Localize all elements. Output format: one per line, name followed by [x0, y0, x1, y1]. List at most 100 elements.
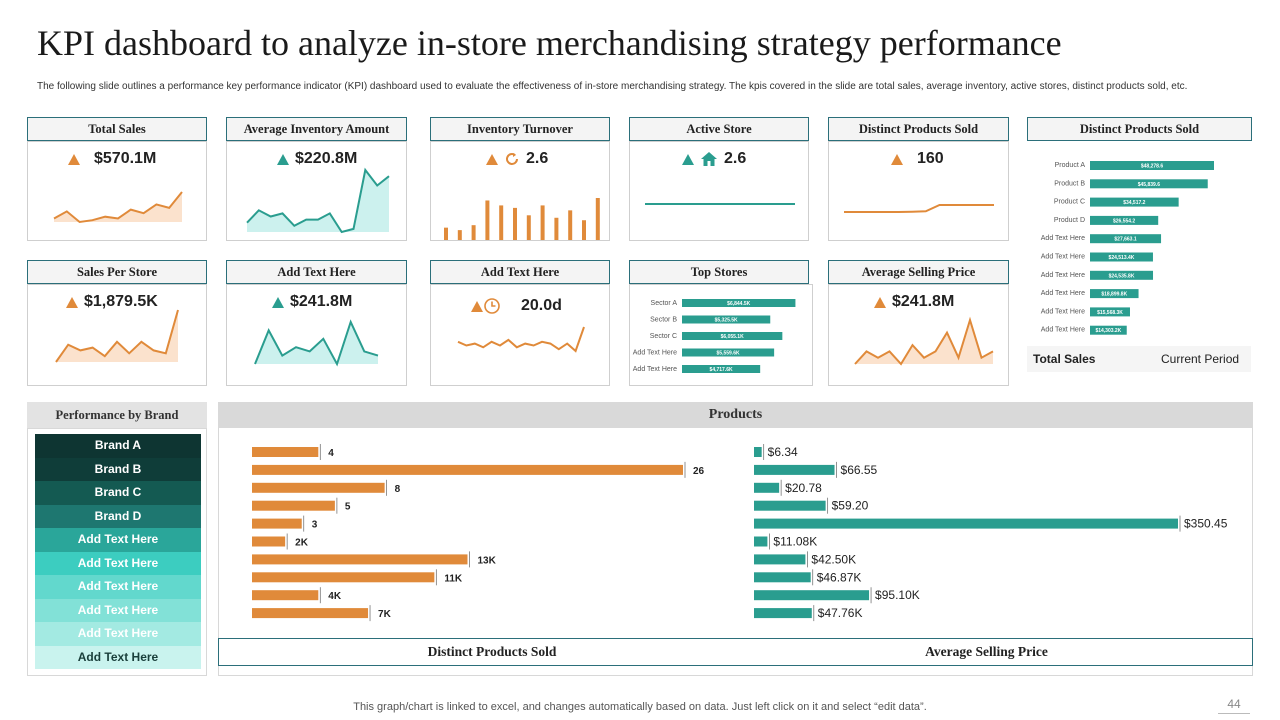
distinct-products-sold-label: 13K [478, 555, 497, 566]
brand-item[interactable]: Add Text Here [35, 551, 201, 575]
distinct-products-sold-bar [252, 518, 302, 529]
chart-svg [444, 198, 600, 240]
distinct-products-sold-label: 4 [328, 448, 334, 459]
avg-selling-price-card[interactable]: $241.8M [828, 284, 1009, 386]
inventory-turnover-bar [444, 227, 448, 240]
average-selling-price-bar [754, 447, 762, 457]
up-triangle-icon [272, 296, 284, 308]
sales-per-store-line [55, 309, 179, 363]
brand-item[interactable]: Add Text Here [35, 645, 201, 669]
top-stores-bar-label: $6,844.5K [727, 301, 750, 307]
distinct-products-bar-label: $26,554.2 [1113, 218, 1135, 224]
avg-selling-price-area [855, 320, 993, 364]
brand-item[interactable]: Brand D [35, 504, 201, 528]
top-stores-bar [682, 348, 775, 357]
brand-item[interactable]: Brand C [35, 481, 201, 505]
average-selling-price-label: $66.55 [841, 463, 878, 477]
sales-per-store-card[interactable]: $1,879.5K [27, 284, 207, 386]
distinct-products-bar [1090, 161, 1214, 170]
inventory-turnover-card[interactable]: 2.6 [430, 141, 610, 241]
chart-svg [246, 167, 390, 234]
card-title-distinct-products: Distinct Products Sold [828, 117, 1009, 141]
chart-legend: Total Sales Current Period [1027, 346, 1251, 372]
card-title-avg-selling-price: Average Selling Price [828, 260, 1009, 284]
distinct-products-kpi: 160 [891, 150, 944, 168]
distinct-products-bar-label: $15,568.3K [1097, 310, 1123, 316]
avg-selling-price-line [854, 316, 994, 366]
inventory-turnover-bar [595, 198, 600, 240]
add-text-1-kpi: $241.8M [272, 293, 352, 311]
up-triangle-icon [874, 296, 886, 308]
products-left-footer: Distinct Products Sold [218, 638, 766, 666]
average-selling-price-bar [754, 608, 812, 619]
distinct-products-category-label: Product B [1054, 180, 1085, 187]
total-sales-card[interactable]: $570.1M [27, 141, 207, 241]
distinct-products-sold-bar [252, 447, 319, 457]
distinct-products-sold-label: 5 [345, 502, 351, 513]
average-selling-price-bar [754, 482, 780, 493]
performance-by-brand-panel: Brand A Brand B Brand C Brand D Add Text Her… [27, 428, 207, 676]
add-text-1-line [254, 319, 379, 367]
distinct-products-bar [1090, 289, 1139, 299]
add-text-2-card[interactable]: 20.0d [430, 284, 610, 386]
inventory-turnover-value: 2.6 [526, 150, 549, 167]
top-stores-bar-label: $4,717.6K [710, 367, 733, 373]
distinct-products-sold-label: 26 [693, 466, 705, 477]
distinct-products-sold-bar [252, 536, 286, 547]
card-title-avg-inventory: Average Inventory Amount [226, 117, 407, 141]
avg-inventory-line [246, 167, 390, 234]
distinct-products-card[interactable]: 160 [828, 141, 1009, 241]
brand-item[interactable]: Brand B [35, 457, 201, 481]
top-stores-category-label: Sector B [650, 317, 677, 324]
distinct-products-big-chart[interactable]: Product A $48,278.6 Product B $45,839.6 Prod… [1027, 146, 1252, 346]
card-title-add-text-1: Add Text Here [226, 260, 407, 284]
average-selling-price-label: $350.45 [1184, 517, 1228, 531]
products-chart[interactable]: 4 26 8 5 32K 13K 11K 4K 7K $6.34 $66.55 $20.78 $59.2… [219, 428, 1254, 676]
distinct-products-category-label: Product A [1055, 162, 1086, 169]
distinct-products-bar-label: $24,513.4K [1109, 255, 1135, 261]
add-text-1-card[interactable]: $241.8M [226, 284, 407, 386]
brand-item[interactable]: Add Text Here [35, 575, 201, 599]
average-selling-price-bar [754, 572, 811, 583]
sales-per-store-value: $1,879.5K [84, 293, 158, 310]
avg-inventory-card[interactable]: $220.8M [226, 141, 407, 241]
distinct-products-category-label: Product C [1054, 199, 1085, 206]
distinct-products-sold-label: 3 [312, 520, 318, 531]
legend-total-sales: Total Sales [1033, 352, 1096, 366]
average-selling-price-label: $95.10K [875, 588, 920, 602]
add-text-2-kpi: 20.0d [471, 297, 562, 315]
average-selling-price-bar [754, 464, 835, 475]
distinct-products-sold-bar [252, 500, 335, 511]
distinct-products-bar-label: $34,517.2 [1123, 200, 1145, 206]
average-selling-price-bar [754, 536, 768, 547]
top-stores-bar [682, 299, 796, 307]
distinct-products-bar [1090, 197, 1179, 207]
brand-item[interactable]: Add Text Here [35, 528, 201, 552]
distinct-products-bar [1090, 179, 1208, 189]
card-title-sales-per-store: Sales Per Store [27, 260, 207, 284]
average-selling-price-bar [754, 554, 806, 565]
top-stores-card[interactable]: Sector A $6,844.5K Sector B $5,325.5K Sector… [629, 284, 813, 386]
brand-item[interactable]: Add Text Here [35, 622, 201, 646]
chart-svg [53, 191, 183, 224]
sales-per-store-kpi: $1,879.5K [66, 293, 158, 311]
distinct-products-bar [1090, 270, 1154, 280]
products-title: Products [218, 402, 1253, 428]
average-selling-price-label: $46.87K [817, 570, 862, 584]
brand-item[interactable]: Brand A [35, 434, 201, 458]
chart-svg [854, 316, 994, 366]
card-title-top-stores: Top Stores [629, 260, 809, 284]
distinct-products-sold-label: 4K [328, 591, 342, 602]
chart-svg [645, 203, 795, 205]
active-store-card[interactable]: 2.6 [629, 141, 809, 241]
top-stores-category-label: Add Text Here [633, 366, 677, 373]
page-subtitle: The following slide outlines a performan… [37, 81, 1188, 92]
distinct-products-bar-label: $27,663.1 [1114, 237, 1136, 243]
brand-item[interactable]: Add Text Here [35, 598, 201, 622]
inventory-turnover-bar [471, 225, 476, 240]
chart-svg: Product A $48,278.6 Product B $45,839.6 Prod… [1041, 161, 1214, 335]
distinct-products-bar-label: $24,535.8K [1109, 273, 1135, 279]
distinct-products-bar-label: $18,899.8K [1101, 292, 1127, 298]
home-icon [701, 152, 717, 166]
average-selling-price-label: $6.34 [768, 445, 798, 459]
